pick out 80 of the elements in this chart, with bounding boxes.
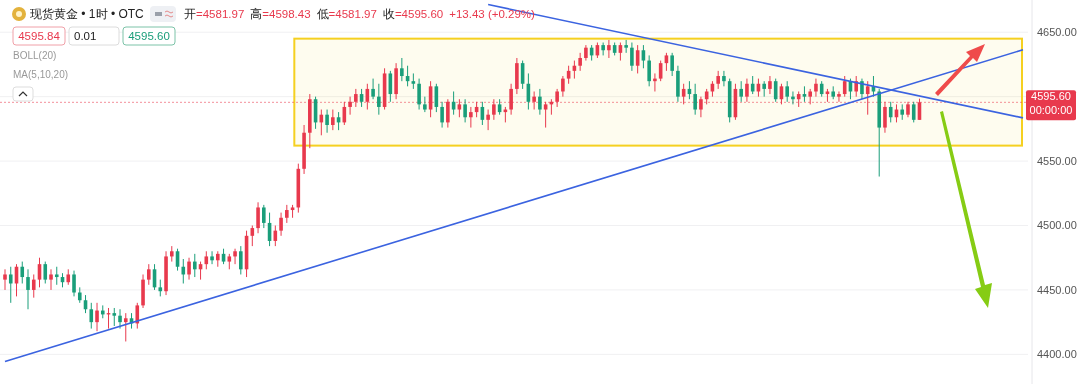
candlestick (561, 75, 565, 98)
candlestick (279, 212, 283, 237)
candlestick (43, 261, 48, 284)
candlestick (693, 83, 697, 116)
candlestick (20, 261, 25, 284)
candlestick (785, 80, 789, 103)
candlestick (837, 90, 841, 103)
candlestick (670, 52, 674, 77)
candlestick (118, 308, 122, 330)
annotation: 4595.84 (18, 30, 61, 42)
annotation: BOLL(20) (13, 50, 57, 61)
candlestick (463, 98, 467, 123)
candlestick (26, 268, 30, 310)
candlestick (578, 52, 582, 72)
candlestick (538, 88, 542, 116)
ref-line-label: 4595.60 (1031, 90, 1071, 103)
candlestick (883, 101, 887, 134)
candlestick (285, 204, 289, 224)
candlestick (417, 78, 421, 111)
candlestick (8, 266, 13, 304)
candlestick (888, 101, 893, 123)
candlestick (262, 204, 266, 229)
candlestick (601, 42, 605, 56)
candlestick (331, 109, 335, 131)
candlestick (860, 78, 864, 100)
candlestick (181, 258, 186, 284)
candlestick (739, 80, 743, 103)
annotation: MA(5,10,20) (13, 69, 69, 80)
y-tick-label: 4450.00 (1037, 283, 1077, 296)
candlestick (400, 57, 404, 82)
candlestick (371, 78, 375, 100)
candlestick (377, 83, 381, 116)
y-tick-label: 4500.00 (1037, 219, 1077, 232)
candlestick (423, 96, 427, 113)
annotation: 4595.60 (128, 30, 170, 42)
annotation: +13.43 (+0.29%) (449, 8, 536, 20)
candlestick (630, 42, 634, 72)
candlestick (842, 75, 847, 98)
candlestick (112, 307, 117, 327)
annotation: 开=4581.97 (184, 8, 245, 20)
candlestick (49, 268, 53, 291)
candlestick (239, 245, 243, 275)
annotation: 收=4595.60 (382, 8, 444, 20)
candlestick (607, 39, 611, 59)
candlestick (854, 75, 859, 98)
candlestick (722, 70, 726, 87)
annotation: 低=4581.97 (316, 8, 377, 20)
candlestick (54, 266, 59, 286)
annotation: 高=4598.43 (250, 7, 311, 20)
candlestick (193, 253, 197, 278)
y-tick-label: 4400.00 (1037, 348, 1077, 361)
candlestick (647, 54, 651, 87)
candlestick (31, 273, 36, 299)
candlestick (95, 302, 99, 332)
candlestick (716, 70, 720, 90)
candlestick (256, 201, 260, 234)
candlestick (187, 257, 191, 281)
candlestick (89, 302, 94, 330)
candlestick (233, 248, 237, 265)
candlestick (555, 88, 559, 108)
y-tick-label: 4550.00 (1037, 154, 1077, 167)
candlestick (210, 250, 214, 265)
candlestick (814, 78, 818, 98)
text: 00:00:00 (1029, 104, 1073, 117)
candlestick (135, 302, 140, 330)
candlestick (768, 75, 772, 95)
candlestick (204, 250, 209, 270)
candlestick (72, 270, 76, 297)
annotation: 0.01 (74, 30, 97, 42)
y-tick-label: 4650.00 (1037, 26, 1077, 39)
candlestick (440, 101, 444, 129)
candlestick (123, 312, 128, 342)
candlestick (911, 101, 916, 123)
text: 现货黄金 • 1时 • OTC (30, 7, 145, 21)
candlestick (325, 109, 329, 134)
candlestick (3, 268, 7, 291)
candlestick (486, 109, 490, 131)
candlestick (745, 78, 749, 103)
candlestick (146, 263, 151, 286)
candlestick (469, 106, 473, 129)
